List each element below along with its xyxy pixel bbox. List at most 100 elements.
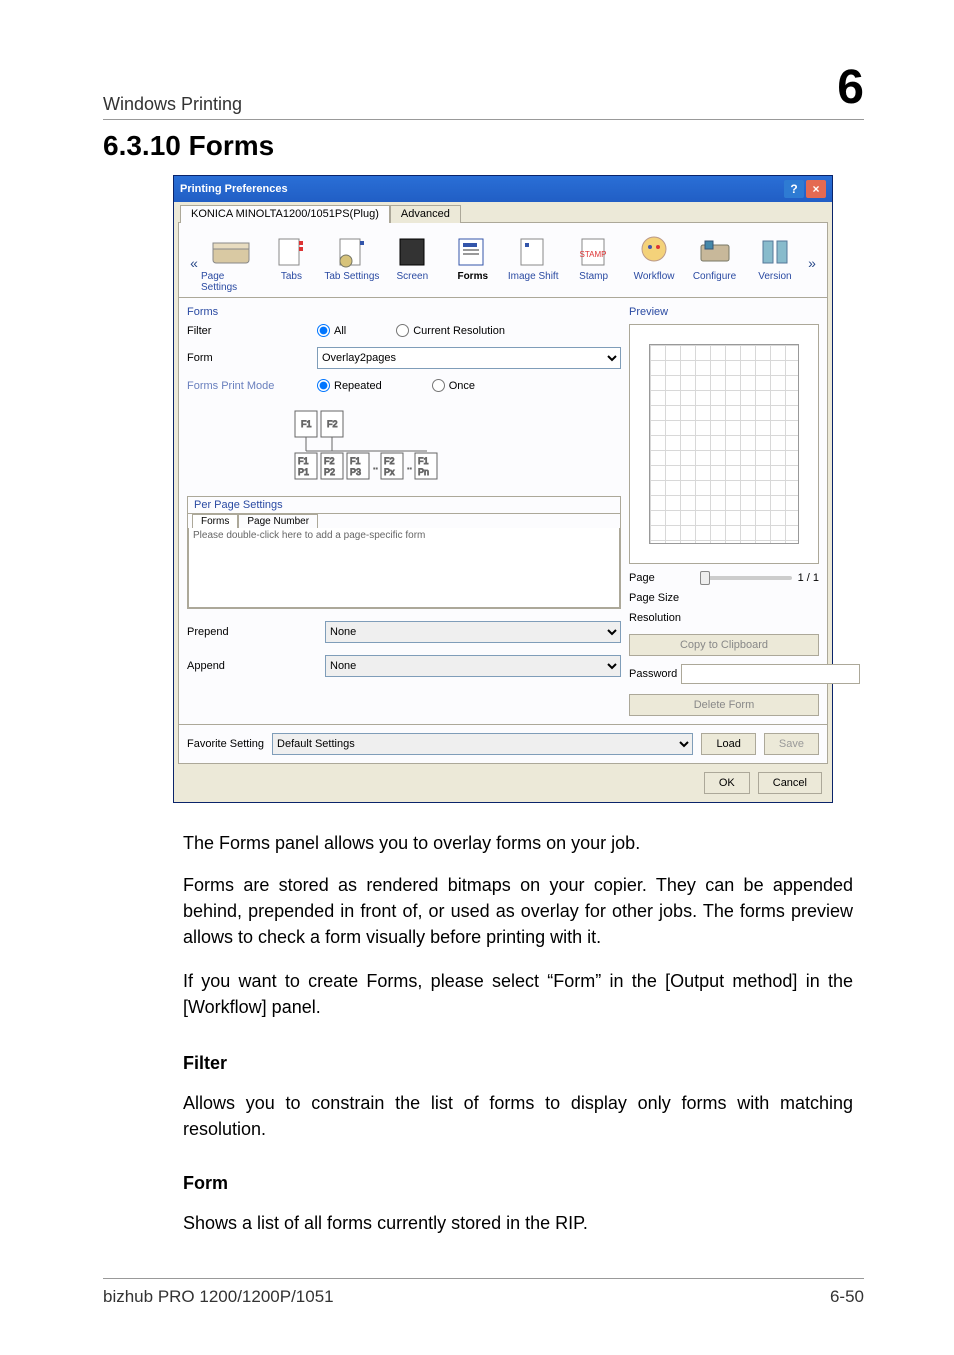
preview-grid	[649, 344, 799, 544]
svg-text:F1: F1	[301, 419, 312, 429]
icon-stamp[interactable]: STAMPStamp	[564, 233, 624, 293]
icon-page-settings[interactable]: Page Settings	[201, 233, 261, 293]
page-specific-list[interactable]: Please double-click here to add a page-s…	[188, 528, 620, 608]
para-form: Shows a list of all forms currently stor…	[183, 1210, 853, 1236]
password-label: Password	[629, 668, 677, 680]
main-tabs: KONICA MINOLTA1200/1051PS(Plug) Advanced	[174, 202, 832, 222]
minitab-pagenumber[interactable]: Page Number	[238, 514, 318, 528]
svg-text:..: ..	[407, 461, 412, 471]
printmode-row: Forms Print Mode Repeated Once	[187, 379, 621, 392]
password-input[interactable]	[681, 664, 860, 684]
filter-row: Filter All Current Resolution	[187, 324, 621, 337]
per-page-fieldset: Per Page Settings Forms Page Number Plea…	[187, 496, 621, 609]
save-button[interactable]: Save	[764, 733, 819, 755]
forms-section-label: Forms	[187, 306, 621, 318]
printmode-repeated-radio[interactable]: Repeated	[317, 379, 382, 392]
svg-text:F2: F2	[327, 419, 338, 429]
icon-configure[interactable]: Configure	[685, 233, 745, 293]
per-page-label: Per Page Settings	[188, 497, 620, 514]
help-icon[interactable]: ?	[784, 180, 804, 198]
svg-text:P3: P3	[350, 467, 361, 477]
copy-clipboard-button[interactable]: Copy to Clipboard	[629, 634, 819, 656]
resolution-label: Resolution	[629, 612, 694, 624]
chapter-number: 6	[837, 60, 864, 115]
section-heading: 6.3.10 Forms	[103, 130, 274, 162]
dialog-title: Printing Preferences	[180, 183, 288, 195]
page-footer: bizhub PRO 1200/1200P/1051 6-50	[103, 1278, 864, 1307]
preview-label: Preview	[629, 306, 819, 318]
prepend-row: Prepend None	[187, 621, 621, 643]
titlebar[interactable]: Printing Preferences ? ×	[174, 176, 832, 202]
form-label: Form	[187, 352, 317, 364]
svg-text:F2: F2	[324, 456, 335, 466]
mini-tabs: Forms Page Number	[188, 514, 620, 528]
svg-text:STAMP: STAMP	[579, 250, 606, 259]
page-label: Page	[629, 572, 694, 584]
svg-text:F1: F1	[418, 456, 429, 466]
para-filter: Allows you to constrain the list of form…	[183, 1090, 853, 1142]
svg-text:P2: P2	[324, 467, 335, 477]
subhead-form: Form	[183, 1170, 853, 1196]
filter-current-radio[interactable]: Current Resolution	[396, 324, 505, 337]
preview-column: Preview Page 1 / 1 Page Size Resolution …	[629, 306, 819, 716]
load-button[interactable]: Load	[701, 733, 755, 755]
append-select[interactable]: None	[325, 655, 621, 677]
titlebar-buttons: ? ×	[784, 180, 826, 198]
svg-text:F2: F2	[384, 456, 395, 466]
form-row: Form Overlay2pages	[187, 347, 621, 369]
forms-panel-left: Forms Filter All Current Resolution Form…	[187, 306, 621, 716]
svg-text:P1: P1	[298, 467, 309, 477]
icon-version[interactable]: Version	[745, 233, 805, 293]
svg-text:Px: Px	[384, 467, 395, 477]
filter-all-radio[interactable]: All	[317, 324, 346, 337]
page-indicator-row: Page 1 / 1	[629, 572, 819, 584]
favorite-select[interactable]: Default Settings	[272, 733, 693, 755]
page-slider[interactable]	[700, 576, 792, 580]
ok-cancel-row: OK Cancel	[174, 764, 832, 802]
filter-label: Filter	[187, 325, 317, 337]
page-value: 1 / 1	[798, 572, 819, 584]
icon-tab-row: « Page Settings Tabs Tab Settings Screen…	[178, 222, 828, 298]
tab-konica[interactable]: KONICA MINOLTA1200/1051PS(Plug)	[180, 205, 390, 223]
printmode-label: Forms Print Mode	[187, 380, 317, 392]
append-label: Append	[187, 660, 317, 672]
form-select[interactable]: Overlay2pages	[317, 347, 621, 369]
ok-button[interactable]: OK	[704, 772, 750, 794]
printmode-once-radio[interactable]: Once	[432, 379, 475, 392]
cancel-button[interactable]: Cancel	[758, 772, 822, 794]
header-left: Windows Printing	[103, 94, 242, 115]
para-2: Forms are stored as rendered bitmaps on …	[183, 872, 853, 950]
prepend-label: Prepend	[187, 626, 317, 638]
icon-workflow[interactable]: Workflow	[624, 233, 684, 293]
prepend-select[interactable]: None	[325, 621, 621, 643]
favorite-label: Favorite Setting	[187, 738, 264, 750]
footer-left: bizhub PRO 1200/1200P/1051	[103, 1287, 334, 1307]
icon-tab-settings[interactable]: Tab Settings	[322, 233, 382, 293]
para-1: The Forms panel allows you to overlay fo…	[183, 830, 853, 856]
icon-forms[interactable]: Forms	[443, 233, 503, 293]
preview-box	[629, 324, 819, 564]
resolution-row: Resolution	[629, 612, 819, 624]
minitab-forms[interactable]: Forms	[192, 514, 238, 528]
icon-tabs[interactable]: Tabs	[261, 233, 321, 293]
close-icon[interactable]: ×	[806, 180, 826, 198]
printing-preferences-dialog: Printing Preferences ? × KONICA MINOLTA1…	[173, 175, 833, 803]
scroll-left-icon[interactable]: «	[187, 255, 201, 271]
para-3: If you want to create Forms, please sele…	[183, 968, 853, 1020]
svg-text:F1: F1	[298, 456, 309, 466]
footer-right: 6-50	[830, 1287, 864, 1307]
icon-image-shift[interactable]: Image Shift	[503, 233, 563, 293]
svg-text:..: ..	[373, 461, 378, 471]
tab-advanced[interactable]: Advanced	[390, 205, 461, 223]
delete-form-button[interactable]: Delete Form	[629, 694, 819, 716]
subhead-filter: Filter	[183, 1050, 853, 1076]
page-header: Windows Printing 6	[103, 60, 864, 120]
repeat-diagram: F1 F2 F1P1 F2P2 F1P3 .. F2Px .. F1Pn	[187, 402, 621, 492]
dialog-body: Forms Filter All Current Resolution Form…	[178, 298, 828, 725]
scroll-right-icon[interactable]: »	[805, 255, 819, 271]
svg-text:Pn: Pn	[418, 467, 429, 477]
icon-screen[interactable]: Screen	[382, 233, 442, 293]
pagesize-row: Page Size	[629, 592, 819, 604]
favorite-row: Favorite Setting Default Settings Load S…	[178, 725, 828, 764]
svg-text:F1: F1	[350, 456, 361, 466]
